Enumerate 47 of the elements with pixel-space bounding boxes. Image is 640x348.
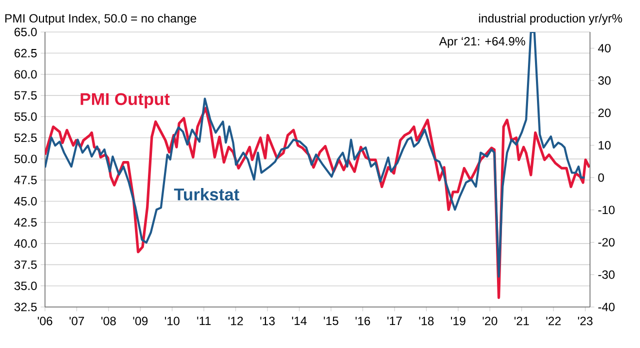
- y2-tick-label: -40: [598, 302, 615, 312]
- x-tick-label: '08: [101, 316, 116, 326]
- x-tick-label: '11: [197, 316, 211, 325]
- x-tick-label: '15: [324, 316, 338, 326]
- y2-tick-label: 30: [598, 76, 611, 85]
- y-tick-label: 57.5: [14, 91, 37, 100]
- line-series: [45, 32, 586, 278]
- x-tick-label: '20: [482, 316, 498, 326]
- y-tick-label: 55.0: [14, 112, 37, 121]
- y2-axis-title: industrial production yr/yr%: [479, 14, 622, 25]
- y-tick-label: 65.0: [14, 28, 37, 36]
- y2-tick-label: -30: [598, 270, 615, 279]
- x-tick-label: '09: [133, 316, 148, 326]
- x-tick-label: '13: [260, 316, 275, 326]
- y-tick-label: 37.5: [14, 260, 37, 269]
- y-tick-label: 35.0: [14, 282, 37, 290]
- annotation: Apr ‘21: +64.9%: [439, 37, 526, 48]
- y2-tick-label: 20: [598, 108, 611, 118]
- x-tick-label: '21: [514, 316, 529, 326]
- x-tick-label: '22: [546, 316, 561, 326]
- y2-tick-label: -20: [598, 238, 615, 247]
- y2-tick-label: 0: [598, 173, 604, 182]
- y2-tick-label: 40: [598, 44, 611, 52]
- y-tick-label: 60.0: [14, 70, 37, 79]
- x-tick-label: '14: [292, 316, 307, 325]
- x-tick-label: '16: [356, 316, 370, 326]
- y-tick-label: 52.5: [14, 134, 37, 142]
- x-tick-label: '12: [228, 316, 243, 326]
- x-tick-label: '17: [387, 316, 402, 325]
- y2-tick-label: -10: [598, 206, 615, 214]
- y-tick-label: 47.5: [14, 176, 37, 184]
- y-tick-label: 40.0: [14, 239, 37, 248]
- x-tick-label: '18: [419, 316, 434, 326]
- x-tick-label: '19: [450, 316, 466, 326]
- x-tick-label: '07: [70, 316, 84, 326]
- y-tick-label: 45.0: [14, 197, 37, 206]
- series-label: PMI Output: [80, 93, 170, 108]
- x-tick-label: '23: [578, 316, 593, 326]
- y-tick-label: 50.0: [14, 154, 37, 164]
- y-tick-label: 42.5: [14, 218, 37, 227]
- y-axis-title: PMI Output Index, 50.0 = no change: [5, 14, 196, 25]
- y-tick-label: 62.5: [14, 48, 37, 58]
- x-tick-label: '06: [38, 316, 52, 326]
- x-tick-label: '10: [164, 316, 180, 326]
- y2-tick-label: 10: [598, 141, 611, 150]
- series-label: Turkstat: [174, 188, 240, 200]
- y-tick-label: 32.5: [14, 302, 37, 312]
